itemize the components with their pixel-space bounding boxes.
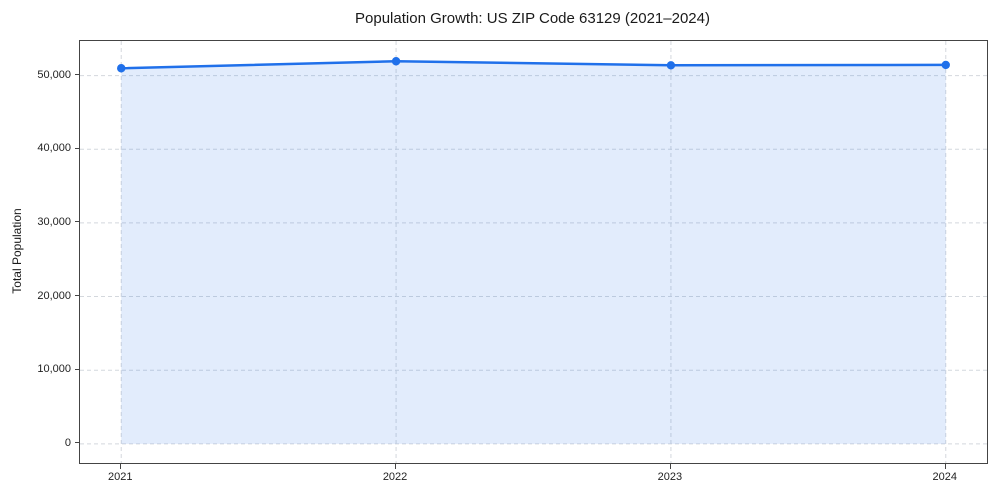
x-tick-label: 2021 bbox=[107, 471, 133, 483]
area-fill bbox=[121, 61, 946, 444]
x-tick-label: 2024 bbox=[932, 471, 957, 483]
x-tick-label: 2023 bbox=[657, 471, 683, 483]
y-tick-mark bbox=[75, 442, 79, 444]
y-tick-label: 0 bbox=[64, 436, 71, 449]
x-tick-mark bbox=[120, 464, 122, 469]
data-point-marker bbox=[391, 57, 401, 66]
y-tick-label: 20,000 bbox=[37, 289, 71, 302]
y-tick-mark bbox=[75, 221, 79, 223]
x-tick-label: 2022 bbox=[382, 471, 408, 483]
x-tick-mark bbox=[395, 464, 397, 469]
y-tick-mark bbox=[75, 295, 79, 297]
y-tick-label: 10,000 bbox=[37, 363, 71, 376]
y-tick-label: 50,000 bbox=[37, 68, 71, 81]
data-point-marker bbox=[117, 64, 126, 73]
data-point-marker bbox=[941, 60, 950, 70]
y-tick-mark bbox=[75, 368, 79, 370]
x-tick-mark bbox=[944, 464, 946, 469]
y-tick-mark bbox=[75, 74, 79, 76]
data-point-marker bbox=[666, 61, 676, 70]
y-tick-label: 40,000 bbox=[37, 142, 71, 155]
population-line bbox=[119, 60, 948, 70]
y-tick-mark bbox=[75, 147, 79, 149]
chart-title: Population Growth: US ZIP Code 63129 (20… bbox=[355, 10, 710, 27]
y-tick-label: 30,000 bbox=[37, 215, 71, 228]
area-line-chart bbox=[80, 41, 987, 463]
x-tick-mark bbox=[669, 464, 671, 469]
plot-area bbox=[79, 40, 988, 464]
